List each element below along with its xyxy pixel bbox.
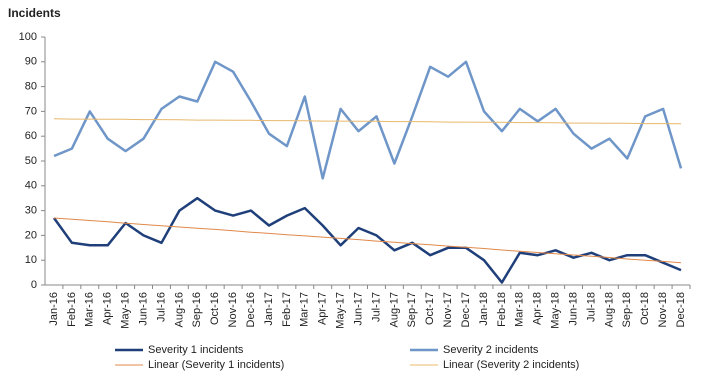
- x-tick-label: Oct-17: [424, 292, 436, 325]
- x-tick-label: Sep-18: [621, 292, 633, 327]
- y-tick-label: 30: [25, 205, 37, 217]
- series-line: [53, 217, 682, 264]
- x-tick-label: Jun-16: [137, 292, 149, 326]
- y-tick-label: 100: [19, 31, 37, 43]
- x-tick-label: Aug-17: [388, 292, 400, 327]
- y-tick-label: 0: [31, 279, 37, 291]
- x-tick-label: Jun-18: [567, 292, 579, 326]
- x-tick-label: May-17: [335, 292, 347, 329]
- legend-label: Severity 2 incidents: [443, 344, 539, 356]
- x-tick-label: Jul-18: [585, 292, 597, 322]
- y-tick-label: 80: [25, 81, 37, 93]
- x-tick-label: Mar-17: [299, 292, 311, 327]
- x-tick-label: Dec-16: [245, 292, 257, 327]
- legend-label: Linear (Severity 1 incidents): [148, 359, 284, 371]
- x-tick-label: Sep-16: [191, 292, 203, 327]
- x-tick-label: Aug-16: [173, 292, 185, 327]
- series-line: [52, 196, 682, 284]
- y-tick-label: 90: [25, 56, 37, 68]
- y-tick-label: 20: [25, 229, 37, 241]
- x-tick-label: Dec-17: [460, 292, 472, 327]
- chart-title: Incidents: [8, 6, 61, 20]
- x-tick-label: Jun-17: [352, 292, 364, 326]
- x-tick-label: Oct-18: [639, 292, 651, 325]
- y-tick-label: 60: [25, 130, 37, 142]
- x-tick-label: Nov-18: [657, 292, 669, 327]
- series-line: [53, 118, 682, 125]
- x-tick-label: Jan-18: [478, 292, 490, 326]
- x-tick-label: Jan-17: [263, 292, 275, 326]
- x-tick-label: Nov-16: [227, 292, 239, 327]
- x-tick-label: Dec-18: [675, 292, 687, 327]
- x-tick-label: Feb-17: [281, 292, 293, 327]
- x-tick-label: Apr-16: [102, 292, 114, 325]
- y-tick-label: 70: [25, 105, 37, 117]
- x-tick-label: Jul-16: [155, 292, 167, 322]
- x-tick-label: Sep-17: [406, 292, 418, 327]
- x-tick-label: Apr-18: [532, 292, 544, 325]
- x-tick-label: Feb-18: [496, 292, 508, 327]
- x-tick-label: Feb-16: [66, 292, 78, 327]
- x-tick-label: Apr-17: [317, 292, 329, 325]
- x-tick-label: Aug-18: [603, 292, 615, 327]
- x-tick-label: Jan-16: [48, 292, 60, 326]
- x-tick-label: May-16: [120, 292, 132, 329]
- x-tick-label: Mar-16: [84, 292, 96, 327]
- x-tick-label: Mar-18: [514, 292, 526, 327]
- series-line: [53, 60, 683, 180]
- x-tick-label: Jul-17: [370, 292, 382, 322]
- legend-label: Linear (Severity 2 incidents): [443, 359, 579, 371]
- x-tick-label: Oct-16: [209, 292, 221, 325]
- y-tick-label: 40: [25, 180, 37, 192]
- legend-label: Severity 1 incidents: [148, 344, 244, 356]
- x-tick-label: May-18: [550, 292, 562, 329]
- x-tick-label: Nov-17: [442, 292, 454, 327]
- y-tick-label: 50: [25, 155, 37, 167]
- y-tick-label: 10: [25, 254, 37, 266]
